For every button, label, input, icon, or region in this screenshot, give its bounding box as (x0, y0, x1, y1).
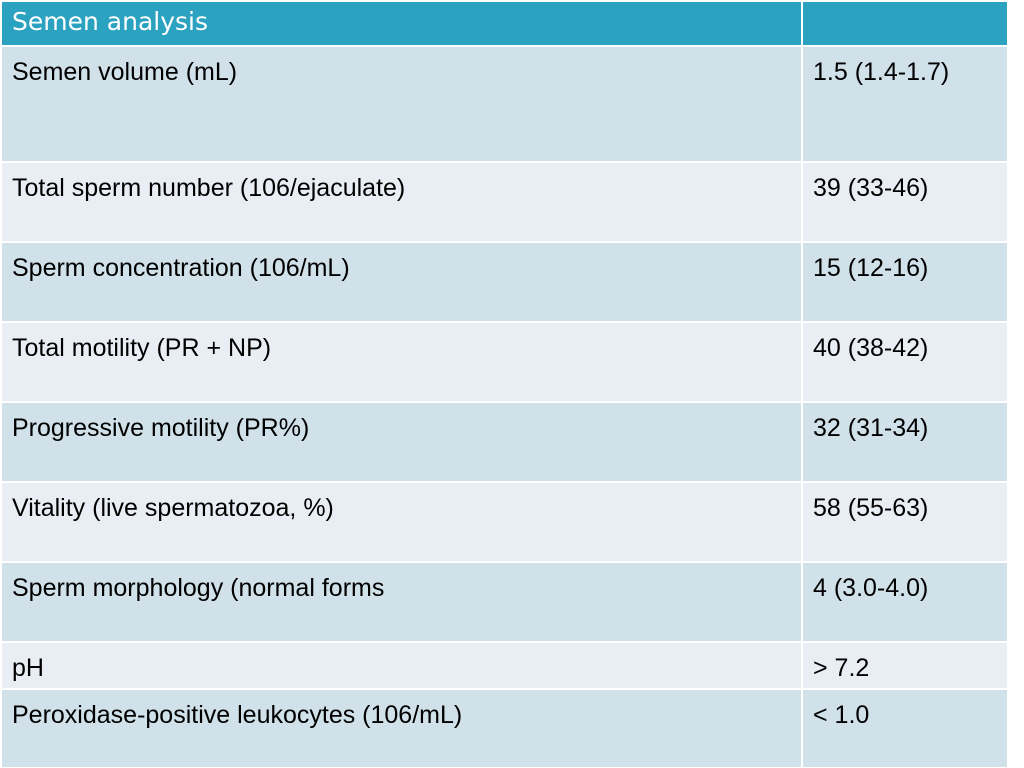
value-cell: > 7.2 (801, 641, 1009, 690)
parameter-cell: Progressive motility (PR%) (0, 401, 803, 483)
parameter-cell: Total motility (PR + NP) (0, 321, 803, 403)
parameter-cell: Sperm morphology (normal forms (0, 561, 803, 643)
value-cell: 40 (38-42) (801, 321, 1009, 403)
parameter-cell: Sperm concentration (106/mL) (0, 241, 803, 323)
table-row: Sperm morphology (normal forms 4 (3.0-4.… (0, 561, 1009, 643)
value-cell: 39 (33-46) (801, 161, 1009, 243)
parameter-cell: Vitality (live spermatozoa, %) (0, 481, 803, 563)
value-cell: 1.5 (1.4-1.7) (801, 45, 1009, 163)
table-row: Total motility (PR + NP) 40 (38-42) (0, 321, 1009, 403)
table-row: Progressive motility (PR%) 32 (31-34) (0, 401, 1009, 483)
table-row: Total sperm number (106/ejaculate) 39 (3… (0, 161, 1009, 243)
table-row: Vitality (live spermatozoa, %) 58 (55-63… (0, 481, 1009, 563)
value-cell: 4 (3.0-4.0) (801, 561, 1009, 643)
table-row: Semen volume (mL) 1.5 (1.4-1.7) (0, 45, 1009, 163)
value-cell: 15 (12-16) (801, 241, 1009, 323)
header-parameter-cell: Semen analysis (0, 0, 803, 47)
value-cell: < 1.0 (801, 688, 1009, 768)
table-row: Peroxidase-positive leukocytes (106/mL) … (0, 688, 1009, 768)
value-cell: 32 (31-34) (801, 401, 1009, 483)
table-row: pH > 7.2 (0, 641, 1009, 690)
parameter-cell: Semen volume (mL) (0, 45, 803, 163)
parameter-cell: pH (0, 641, 803, 690)
parameter-cell: Peroxidase-positive leukocytes (106/mL) (0, 688, 803, 768)
parameter-cell: Total sperm number (106/ejaculate) (0, 161, 803, 243)
value-cell: 58 (55-63) (801, 481, 1009, 563)
header-value-cell (801, 0, 1009, 47)
table-row: Sperm concentration (106/mL) 15 (12-16) (0, 241, 1009, 323)
table-header-row: Semen analysis (0, 0, 1009, 47)
